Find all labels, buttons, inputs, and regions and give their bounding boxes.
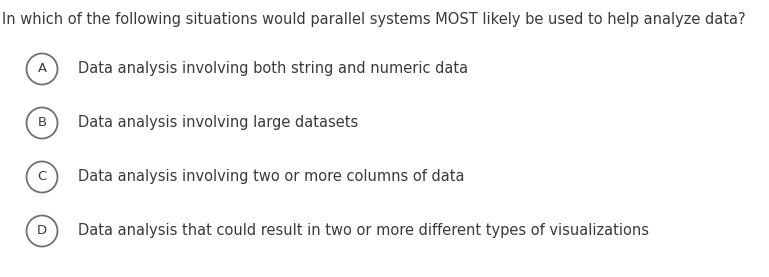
Text: Data analysis involving both string and numeric data: Data analysis involving both string and … [78, 61, 468, 76]
Text: Data analysis involving two or more columns of data: Data analysis involving two or more colu… [78, 170, 464, 184]
Text: Data analysis that could result in two or more different types of visualizations: Data analysis that could result in two o… [78, 224, 649, 238]
Text: C: C [38, 171, 47, 183]
Text: Data analysis involving large datasets: Data analysis involving large datasets [78, 116, 358, 130]
Text: A: A [38, 63, 47, 76]
Text: B: B [38, 117, 47, 130]
Text: D: D [37, 224, 47, 237]
Text: In which of the following situations would parallel systems MOST likely be used : In which of the following situations wou… [2, 12, 745, 27]
